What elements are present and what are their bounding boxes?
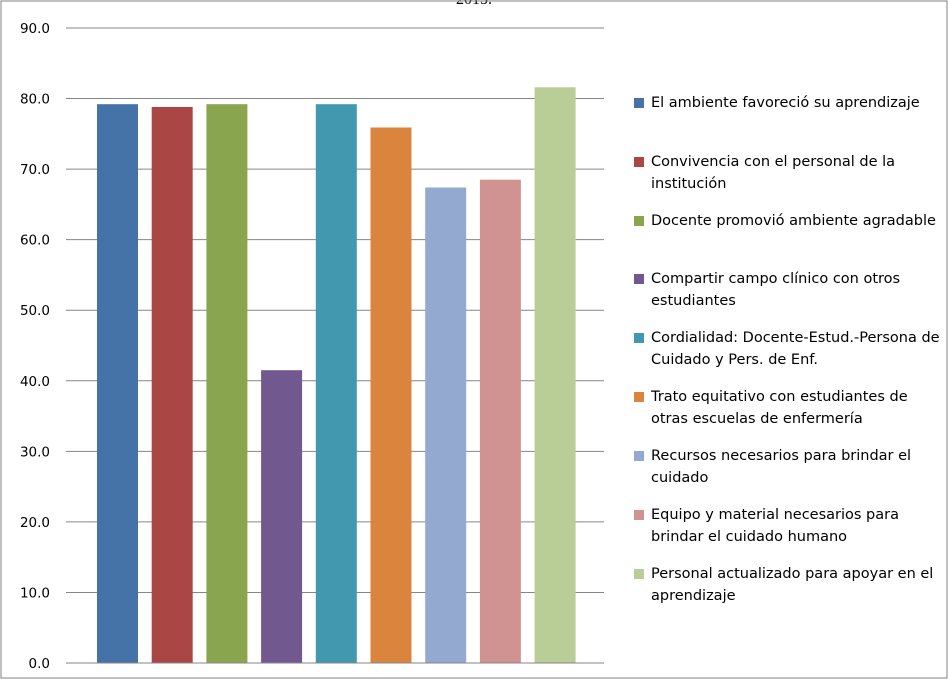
y-tick-label: 30.0 xyxy=(20,444,50,460)
bar xyxy=(97,104,138,663)
legend-swatch xyxy=(634,333,644,343)
y-tick-label: 10.0 xyxy=(20,585,50,601)
legend-label: Personal actualizado para apoyar en el a… xyxy=(651,566,934,604)
bar xyxy=(534,87,576,664)
bar xyxy=(151,107,193,663)
bar xyxy=(261,370,303,663)
legend-label: Recursos necesarios para brindar el cuid… xyxy=(651,448,912,486)
y-tick-label: 20.0 xyxy=(20,515,50,531)
legend-swatch xyxy=(634,451,644,461)
legend-label: Trato equitativo con estudiantes de otra… xyxy=(651,389,908,427)
legend-label: Convivencia con el personal de la instit… xyxy=(651,154,896,192)
legend-swatch xyxy=(634,157,644,167)
legend-label: Cordialidad: Docente-Estud.-Persona de C… xyxy=(651,330,940,368)
legend-swatch xyxy=(634,569,644,579)
y-tick-label: 70.0 xyxy=(20,162,50,178)
legend-label: Equipo y material necesarios para brinda… xyxy=(651,507,899,545)
y-tick-label: 40.0 xyxy=(20,374,50,390)
legend-swatch xyxy=(634,392,644,402)
legend-label: Docente promovió ambiente agradable xyxy=(651,213,936,229)
bar xyxy=(206,104,248,663)
y-tick-label: 50.0 xyxy=(20,303,50,319)
legend-swatch xyxy=(634,98,644,108)
y-tick-label: 60.0 xyxy=(20,233,50,249)
bar xyxy=(315,104,357,663)
y-tick-label: 0.0 xyxy=(29,656,50,672)
bar xyxy=(479,179,521,663)
legend-swatch xyxy=(634,216,644,226)
bar xyxy=(370,127,412,663)
legend-swatch xyxy=(634,274,644,284)
y-tick-label: 80.0 xyxy=(20,92,50,108)
legend-label: Compartir campo clínico con otros estudi… xyxy=(651,271,901,309)
legend-label: El ambiente favoreció su aprendizaje xyxy=(651,95,920,111)
y-tick-label: 90.0 xyxy=(20,21,50,37)
chart-title: 2015. xyxy=(0,0,948,9)
bar xyxy=(425,187,467,663)
legend-swatch xyxy=(634,510,644,520)
